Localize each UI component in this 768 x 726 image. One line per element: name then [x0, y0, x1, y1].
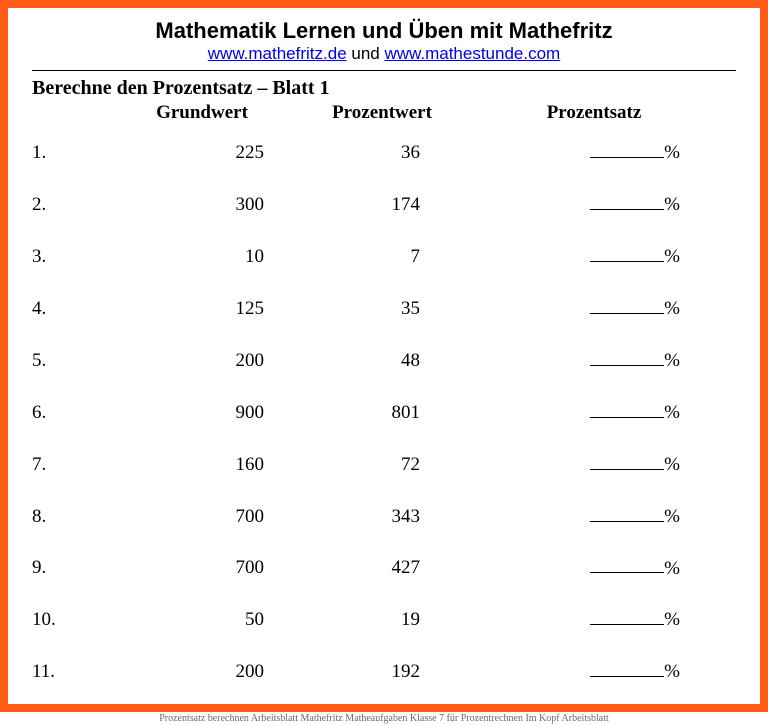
- cell-prozentwert: 343: [312, 506, 452, 528]
- table-row: 5.20048%: [32, 346, 736, 372]
- cell-prozentsatz: %: [452, 190, 736, 216]
- percent-sign: %: [664, 506, 680, 527]
- percent-sign: %: [664, 454, 680, 475]
- col-grundwert: Grundwert: [92, 102, 312, 124]
- cell-prozentwert: 36: [312, 142, 452, 164]
- percent-sign: %: [664, 350, 680, 371]
- link-mathefritz[interactable]: www.mathefritz.de: [208, 44, 347, 63]
- answer-blank: [590, 398, 664, 418]
- cell-grundwert: 50: [92, 609, 312, 631]
- answer-blank: [590, 554, 664, 574]
- cell-prozentsatz: %: [452, 450, 736, 476]
- col-prozentsatz: Prozentsatz: [452, 102, 736, 124]
- cell-grundwert: 900: [92, 402, 312, 424]
- percent-sign: %: [664, 246, 680, 267]
- answer-blank: [590, 346, 664, 366]
- cell-grundwert: 300: [92, 194, 312, 216]
- cell-grundwert: 700: [92, 506, 312, 528]
- link-mathestunde[interactable]: www.mathestunde.com: [384, 44, 560, 63]
- cell-prozentsatz: %: [452, 242, 736, 268]
- table-row: 6.900801%: [32, 398, 736, 424]
- table-row: 7.16072%: [32, 450, 736, 476]
- answer-blank: [590, 450, 664, 470]
- row-number: 10.: [32, 609, 92, 631]
- cell-prozentsatz: %: [452, 294, 736, 320]
- cell-grundwert: 10: [92, 246, 312, 268]
- link-separator: und: [347, 44, 385, 63]
- cell-prozentwert: 72: [312, 454, 452, 476]
- answer-blank: [590, 190, 664, 210]
- percent-sign: %: [664, 194, 680, 215]
- cell-prozentwert: 35: [312, 298, 452, 320]
- page-title: Mathematik Lernen und Üben mit Mathefrit…: [32, 14, 736, 44]
- cell-grundwert: 200: [92, 350, 312, 372]
- row-number: 3.: [32, 246, 92, 268]
- percent-sign: %: [664, 402, 680, 423]
- percent-sign: %: [664, 661, 680, 682]
- cell-grundwert: 200: [92, 661, 312, 683]
- col-prozentwert: Prozentwert: [312, 102, 452, 124]
- cell-grundwert: 700: [92, 557, 312, 579]
- answer-blank: [590, 502, 664, 522]
- table-row: 10.5019%: [32, 605, 736, 631]
- cell-prozentsatz: %: [452, 346, 736, 372]
- table-row: 8.700343%: [32, 502, 736, 528]
- row-number: 9.: [32, 557, 92, 579]
- table-row: 9.700427%: [32, 554, 736, 580]
- row-number: 5.: [32, 350, 92, 372]
- table-row: 11.200192%: [32, 657, 736, 683]
- cell-prozentsatz: %: [452, 605, 736, 631]
- cell-grundwert: 225: [92, 142, 312, 164]
- answer-blank: [590, 138, 664, 158]
- cell-prozentsatz: %: [452, 657, 736, 683]
- cell-prozentsatz: %: [452, 398, 736, 424]
- cell-prozentwert: 801: [312, 402, 452, 424]
- row-number: 4.: [32, 298, 92, 320]
- worksheet-subtitle: Berechne den Prozentsatz – Blatt 1: [32, 77, 736, 100]
- row-number: 7.: [32, 454, 92, 476]
- cell-prozentwert: 174: [312, 194, 452, 216]
- cell-prozentsatz: %: [452, 138, 736, 164]
- cell-grundwert: 160: [92, 454, 312, 476]
- cell-prozentsatz: %: [452, 502, 736, 528]
- row-number: 11.: [32, 661, 92, 683]
- table-row: 2.300174%: [32, 190, 736, 216]
- cell-prozentwert: 427: [312, 557, 452, 579]
- header-links: www.mathefritz.de und www.mathestunde.co…: [32, 44, 736, 70]
- row-number: 8.: [32, 506, 92, 528]
- answer-blank: [590, 605, 664, 625]
- cell-prozentwert: 7: [312, 246, 452, 268]
- cell-prozentsatz: %: [452, 554, 736, 580]
- image-caption: Prozentsatz berechnen Arbeitsblatt Mathe…: [0, 712, 768, 726]
- percent-sign: %: [664, 142, 680, 163]
- answer-blank: [590, 657, 664, 677]
- header-divider: [32, 70, 736, 71]
- row-number: 1.: [32, 142, 92, 164]
- column-headers: Grundwert Prozentwert Prozentsatz: [32, 102, 736, 124]
- row-number: 2.: [32, 194, 92, 216]
- cell-prozentwert: 192: [312, 661, 452, 683]
- row-number: 6.: [32, 402, 92, 424]
- percent-sign: %: [664, 298, 680, 319]
- cell-prozentwert: 48: [312, 350, 452, 372]
- percent-sign: %: [664, 557, 680, 578]
- percent-sign: %: [664, 609, 680, 630]
- table-row: 1.22536%: [32, 138, 736, 164]
- answer-blank: [590, 294, 664, 314]
- table-row: 3.107%: [32, 242, 736, 268]
- answer-blank: [590, 242, 664, 262]
- table-row: 4.12535%: [32, 294, 736, 320]
- worksheet-rows: 1.22536%2.300174%3.107%4.12535%5.20048%6…: [32, 138, 736, 712]
- cell-prozentwert: 19: [312, 609, 452, 631]
- cell-grundwert: 125: [92, 298, 312, 320]
- worksheet-frame: Mathematik Lernen und Üben mit Mathefrit…: [0, 0, 768, 712]
